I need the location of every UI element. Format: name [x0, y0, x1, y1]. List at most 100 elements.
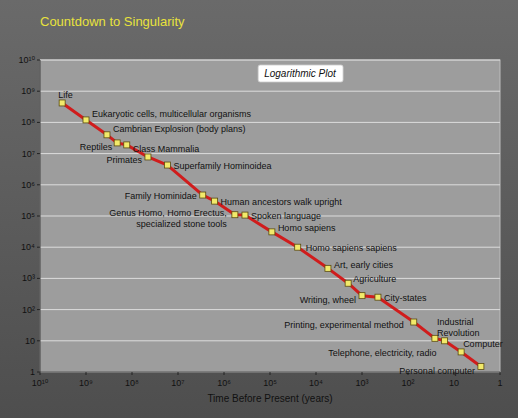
x-tick-label: 10⁷ — [171, 378, 184, 388]
y-tick-label: 10¹⁰ — [18, 55, 35, 65]
annotation-line: Class Mammalia — [133, 144, 200, 154]
y-tick-label: 10² — [22, 305, 35, 315]
y-tick-label: 10⁷ — [22, 149, 35, 159]
annotation: Family Hominidae — [125, 191, 197, 201]
annotation-line: Reptiles — [80, 142, 113, 152]
x-tick-label: 10² — [401, 378, 414, 388]
y-axis — [40, 60, 41, 372]
annotation: Printing, experimental method — [284, 320, 404, 330]
annotation: Telephone, electricity, radio — [328, 348, 436, 358]
grid-line — [40, 247, 500, 248]
annotation: Class Mammalia — [133, 144, 200, 154]
annotation: Computer — [463, 339, 503, 349]
x-tick-label: 10⁹ — [79, 378, 93, 388]
annotation: Superfamily Hominoidea — [173, 161, 271, 171]
grid-line — [40, 309, 500, 310]
marker — [124, 142, 130, 148]
annotation: Homo sapiens sapiens — [306, 243, 398, 253]
annotation-line: Art, early cities — [334, 260, 394, 270]
marker — [164, 162, 170, 168]
annotation-line: Computer — [463, 339, 503, 349]
x-tick-label: 10⁸ — [125, 378, 139, 388]
marker — [269, 229, 275, 235]
x-tick-label: 1 — [497, 378, 502, 388]
annotation-line: Telephone, electricity, radio — [328, 348, 436, 358]
annotation-line: Family Hominidae — [125, 191, 197, 201]
annotation: Spoken language — [251, 211, 321, 221]
marker — [83, 117, 89, 123]
marker — [59, 100, 65, 106]
marker — [145, 154, 151, 160]
marker — [345, 280, 351, 286]
annotation: Cambrian Explosion (body plans) — [113, 124, 246, 134]
annotation: Primates — [106, 155, 142, 165]
annotation-line: Primates — [106, 155, 142, 165]
x-tick-label: 10 — [449, 378, 459, 388]
marker — [478, 364, 484, 370]
chart: Countdown to Singularity 10¹⁰ 10⁹ 10⁸ 10⁷ 10⁶… — [0, 0, 518, 418]
annotation: Art, early cities — [334, 260, 394, 270]
grid-line — [40, 184, 500, 185]
annotation: Agriculture — [353, 274, 396, 284]
x-tick-label: 10¹⁰ — [32, 378, 49, 388]
annotation-line: Homo sapiens sapiens — [306, 243, 398, 253]
marker — [232, 212, 238, 218]
y-tick-label: 10⁸ — [21, 117, 35, 127]
y-tick-label: 1 — [30, 367, 35, 377]
annotation-line: Writing, wheel — [300, 295, 356, 305]
plot-marks — [59, 100, 484, 370]
x-tick-label: 10⁵ — [263, 378, 277, 388]
grid-line — [40, 122, 500, 123]
annotation: Homo sapiens — [278, 223, 336, 233]
x-axis-title: Time Before Present (years) — [207, 393, 332, 404]
grid-line — [40, 91, 500, 92]
y-tick-label: 10⁵ — [21, 211, 35, 221]
annotation: Eukaryotic cells, multicellular organism… — [92, 109, 252, 119]
y-tick-label: 10⁶ — [21, 180, 35, 190]
subtitle-box — [258, 65, 343, 82]
marker — [114, 140, 120, 146]
annotation-line: Cambrian Explosion (body plans) — [113, 124, 246, 134]
annotation: City-states — [384, 293, 427, 303]
background — [0, 0, 518, 418]
annotation-line: Genus Homo, Homo Erectus, — [109, 208, 227, 218]
marker — [200, 192, 206, 198]
title: Countdown to Singularity — [40, 14, 185, 29]
grid-line — [40, 60, 500, 61]
annotation-line: Eukaryotic cells, multicellular organism… — [92, 109, 252, 119]
annotation-line: Human ancestors walk upright — [221, 197, 343, 207]
annotation-line: specialized stone tools — [136, 219, 227, 229]
grid-line — [40, 153, 500, 154]
plot-area — [40, 60, 500, 372]
y-tick-label: 10⁹ — [21, 86, 35, 96]
annotation: Genus Homo, Homo Erectus,specialized sto… — [109, 208, 227, 229]
annotation-line: Homo sapiens — [278, 223, 336, 233]
annotation: Reptiles — [80, 142, 113, 152]
annotation-line: Printing, experimental method — [284, 320, 404, 330]
y-tick-label: 10³ — [22, 273, 35, 283]
annotation: Life — [58, 90, 73, 100]
subtitle: Logarithmic Plot — [264, 68, 337, 79]
series-line — [62, 103, 481, 367]
x-tick-label: 10³ — [355, 378, 368, 388]
marker — [375, 294, 381, 300]
annotation-line: Life — [58, 90, 73, 100]
marker — [212, 198, 218, 204]
marker — [242, 212, 248, 218]
annotation-line: City-states — [384, 293, 427, 303]
marker — [104, 132, 110, 138]
x-tick-label: 10⁴ — [309, 378, 323, 388]
marker — [295, 244, 301, 250]
grid-line — [40, 278, 500, 279]
annotation: Personal computer — [399, 366, 475, 376]
annotation-line: Personal computer — [399, 366, 475, 376]
annotation-line: Revolution — [437, 328, 480, 338]
marker — [442, 338, 448, 344]
marker — [359, 293, 365, 299]
annotation: IndustrialRevolution — [437, 317, 480, 338]
y-tick-label: 10 — [25, 336, 35, 346]
annotation-line: Superfamily Hominoidea — [173, 161, 271, 171]
y-tick-label: 10⁴ — [21, 242, 35, 252]
marker — [458, 349, 464, 355]
annotation-line: Agriculture — [353, 274, 396, 284]
